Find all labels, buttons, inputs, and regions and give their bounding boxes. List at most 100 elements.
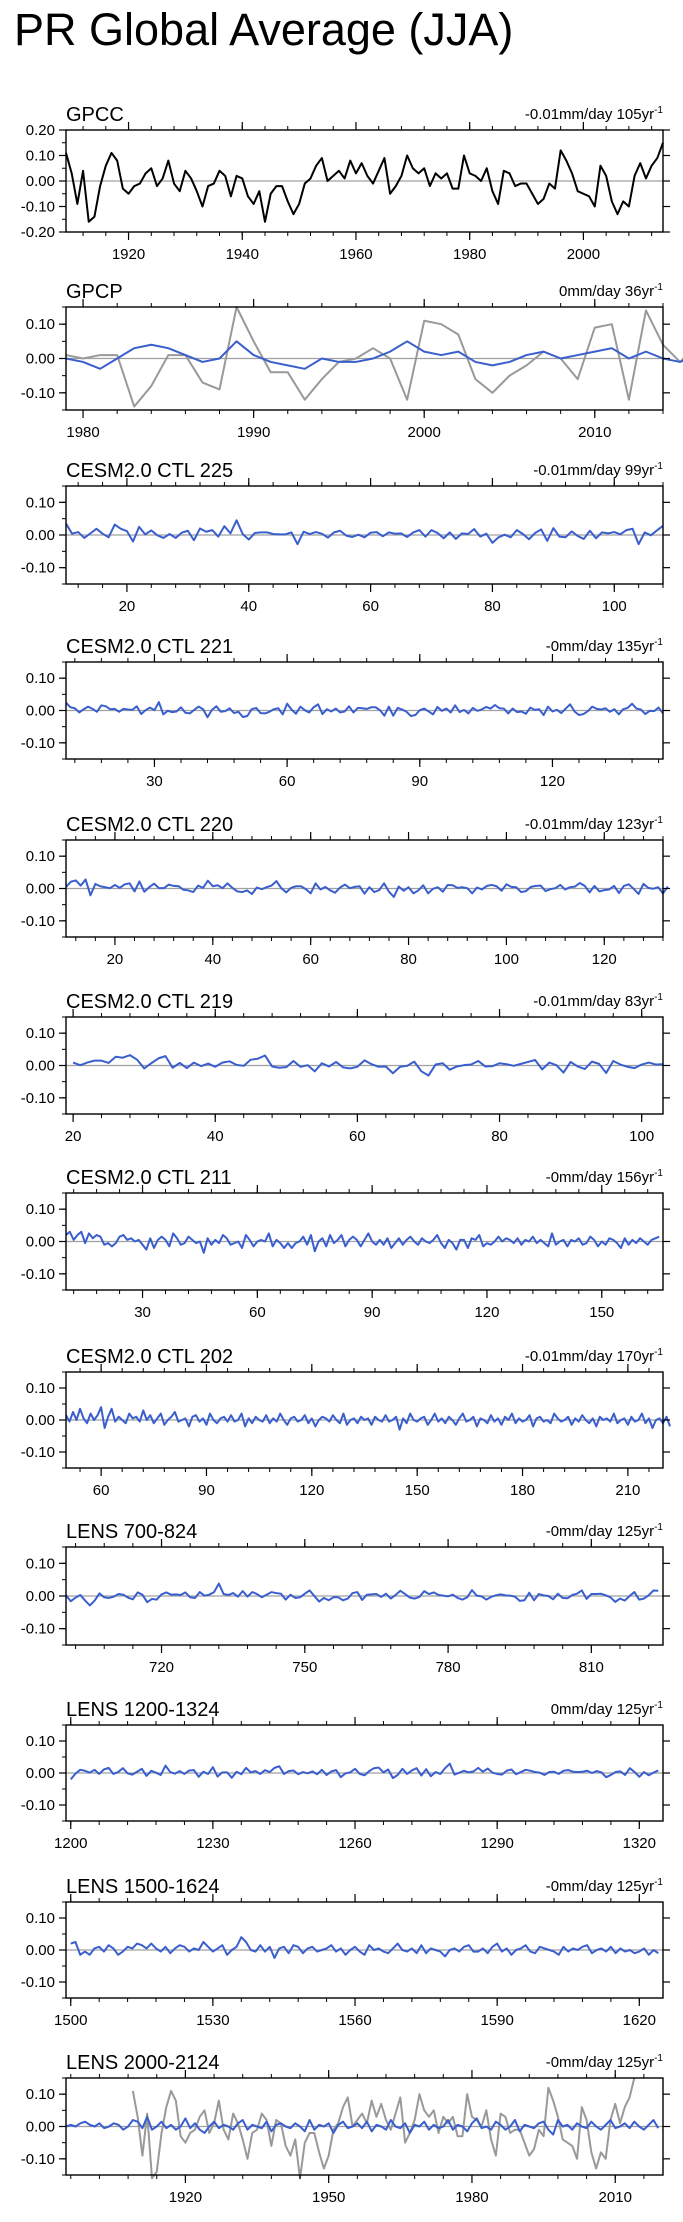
x-tick-label: 30 (134, 1304, 151, 1321)
x-tick-label: 1290 (480, 1835, 513, 1852)
y-tick-label: 0.00 (26, 1588, 55, 1605)
x-tick-label: 90 (411, 773, 428, 790)
x-tick-label: 60 (249, 1304, 266, 1321)
y-tick-label: 0.10 (26, 1555, 55, 1572)
series-line-1 (69, 1762, 659, 1781)
y-tick-label: 0.10 (26, 494, 55, 511)
series-line-1 (70, 1936, 659, 1959)
chart-panel-11: -0.10 0.00 0.10 1500 1530 1560 1590 1620 LENS 15… (21, 1876, 670, 2029)
page-title: PR Global Average (JJA) (14, 4, 514, 55)
chart-panel-12: -0.10 0.00 0.10 1920 1950 1980 2010 LENS 2000-2… (21, 2052, 670, 2206)
panel-title: LENS 700-824 (66, 1521, 197, 1543)
panel-title: CESM2.0 CTL 221 (66, 636, 233, 658)
series-line-1 (65, 701, 664, 719)
chart-panel-3: -0.10 0.00 0.10 20 40 60 80 100 CESM2.0 CTL 225 -… (21, 460, 670, 615)
panel-title: CESM2.0 CTL 219 (66, 991, 233, 1013)
y-tick-label: 0.10 (26, 2086, 55, 2103)
series-line-1 (65, 878, 669, 898)
series-line-1 (65, 306, 683, 408)
trend-label: -0.01mm/day 99yr-1 (533, 461, 663, 479)
y-tick-label: 0.10 (26, 1025, 55, 1042)
x-tick-label: 40 (207, 1128, 224, 1145)
panel-title: CESM2.0 CTL 202 (66, 1346, 233, 1368)
x-tick-label: 120 (299, 1482, 324, 1499)
x-tick-label: 180 (510, 1482, 535, 1499)
y-tick-label: 0.00 (26, 527, 55, 544)
x-tick-label: 100 (629, 1128, 654, 1145)
panel-title: CESM2.0 CTL 211 (66, 1167, 232, 1189)
x-tick-label: 1320 (623, 1835, 656, 1852)
panel-title: GPCP (66, 281, 123, 303)
x-tick-label: 810 (579, 1659, 604, 1676)
y-tick-label: 0.10 (26, 1201, 55, 1218)
x-tick-label: 60 (349, 1128, 366, 1145)
y-tick-label: 0.10 (26, 148, 55, 165)
y-tick-label: -0.10 (21, 1621, 55, 1638)
x-tick-label: 1980 (66, 424, 99, 441)
x-tick-label: 60 (362, 598, 379, 615)
chart-panel-1: -0.20 -0.10 0.00 0.10 0.20 1920 1940 1960 1980 20… (21, 104, 670, 263)
x-tick-label: 20 (119, 598, 136, 615)
y-tick-label: 0.10 (26, 316, 55, 333)
x-tick-label: 1620 (623, 2012, 656, 2029)
y-tick-label: -0.10 (21, 1090, 55, 1107)
y-tick-label: -0.10 (21, 1266, 55, 1283)
y-tick-label: 0.10 (26, 670, 55, 687)
panel-title: GPCC (66, 104, 124, 126)
chart-panel-10: -0.10 0.00 0.10 1200 1230 1260 1290 1320 LENS 12… (21, 1699, 670, 1852)
y-tick-label: -0.10 (21, 385, 55, 402)
x-tick-label: 1500 (54, 2012, 87, 2029)
chart-panel-4: -0.10 0.00 0.10 30 60 90 120 CESM2.0 CTL 221 -0m… (21, 636, 670, 790)
series-line-1 (65, 142, 664, 223)
y-tick-label: 0.00 (26, 1412, 55, 1429)
y-tick-label: -0.20 (21, 224, 55, 241)
x-tick-label: 60 (302, 951, 319, 968)
x-tick-label: 780 (436, 1659, 461, 1676)
x-tick-label: 120 (540, 773, 565, 790)
y-tick-label: 0.00 (26, 1765, 55, 1782)
x-tick-label: 40 (240, 598, 257, 615)
y-tick-label: -0.10 (21, 1974, 55, 1991)
trend-label: -0.01mm/day 170yr-1 (525, 1347, 664, 1365)
x-tick-label: 2010 (578, 424, 611, 441)
panel-title: LENS 1500-1624 (66, 1876, 219, 1898)
x-tick-label: 210 (615, 1482, 640, 1499)
x-tick-label: 40 (204, 951, 221, 968)
y-tick-label: 0.10 (26, 1733, 55, 1750)
chart-panel-8: -0.10 0.00 0.10 60 90 120 150 180 210 CESM2.0 CTL… (21, 1346, 671, 1499)
y-tick-label: 0.00 (26, 2119, 55, 2136)
y-tick-label: 0.00 (26, 173, 55, 190)
x-tick-label: 1990 (237, 424, 270, 441)
x-tick-label: 60 (279, 773, 296, 790)
chart-panel-9: -0.10 0.00 0.10 720 750 780 810 LENS 700-824 -0m… (21, 1521, 670, 1676)
series-line-2 (65, 340, 683, 370)
trend-label: -0.01mm/day 105yr-1 (525, 105, 664, 123)
chart-panel-6: -0.10 0.00 0.10 20 40 60 80 100 CESM2.0 CTL 219 -… (21, 991, 670, 1145)
x-tick-label: 80 (484, 598, 501, 615)
x-tick-label: 100 (602, 598, 627, 615)
chart-panel-2: -0.10 0.00 0.10 1980 1990 2000 2010 GPCP 0mm/day… (21, 281, 683, 441)
trend-label: -0mm/day 135yr-1 (546, 637, 664, 655)
y-tick-label: -0.10 (21, 199, 55, 216)
series-line-1 (72, 1054, 664, 1077)
x-tick-label: 20 (65, 1128, 82, 1145)
x-tick-label: 2010 (599, 2189, 632, 2206)
x-tick-label: 150 (589, 1304, 614, 1321)
y-tick-label: 0.20 (26, 122, 55, 139)
x-tick-label: 150 (405, 1482, 430, 1499)
y-tick-label: -0.10 (21, 1444, 55, 1461)
panel-title: LENS 1200-1324 (66, 1699, 219, 1721)
x-tick-label: 60 (93, 1482, 110, 1499)
y-tick-label: -0.10 (21, 560, 55, 577)
trend-label: 0mm/day 36yr-1 (559, 282, 663, 300)
x-tick-label: 1200 (54, 1835, 87, 1852)
x-tick-label: 2000 (567, 246, 600, 263)
x-tick-label: 1920 (169, 2189, 202, 2206)
trend-label: -0mm/day 125yr-1 (546, 1522, 664, 1540)
chart-panel-7: -0.10 0.00 0.10 30 60 90 120 150 CESM2.0 CTL 211… (21, 1167, 670, 1321)
x-tick-label: 120 (592, 951, 617, 968)
series-line-1 (65, 1406, 671, 1431)
y-tick-label: 0.00 (26, 881, 55, 898)
y-tick-label: -0.10 (21, 1797, 55, 1814)
